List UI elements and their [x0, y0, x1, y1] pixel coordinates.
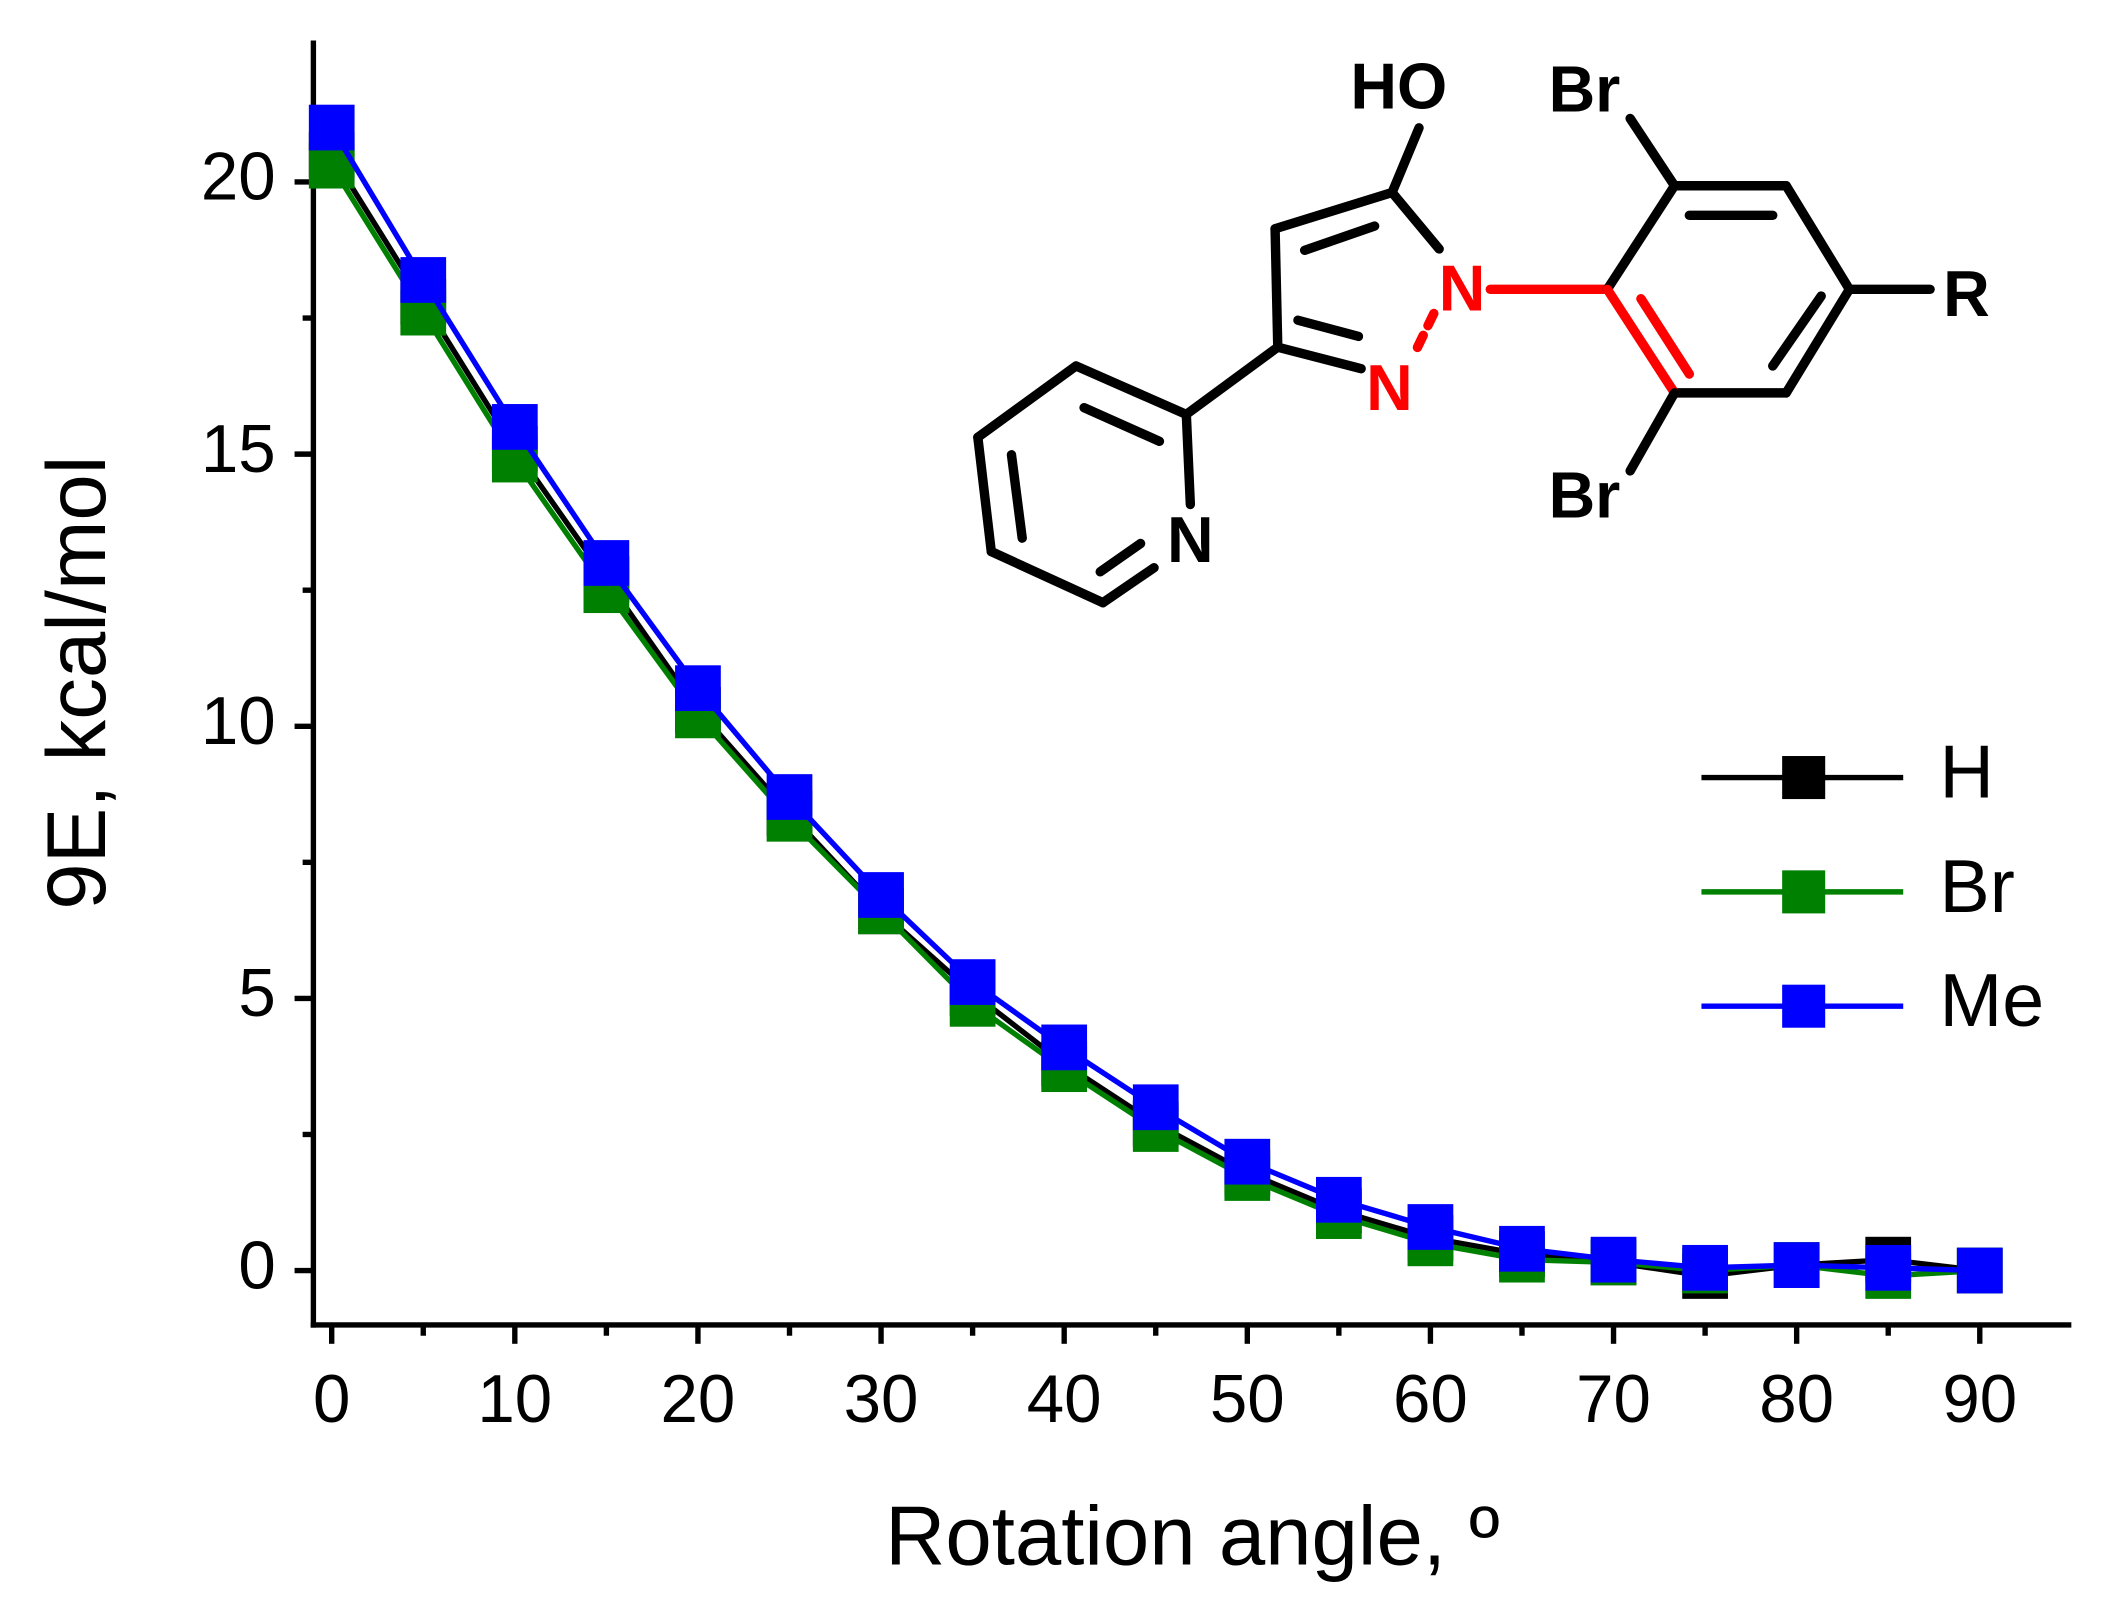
x-tick-label: 70: [1576, 1362, 1651, 1437]
bond: [1299, 221, 1380, 256]
bond: [1098, 563, 1159, 608]
marker: [1773, 1242, 1820, 1288]
x-tick-label: 90: [1942, 1362, 2017, 1437]
legend-marker: [1782, 870, 1826, 914]
y-tick-label: 20: [201, 140, 276, 215]
x-tick-label: 20: [661, 1362, 736, 1437]
y-tick-label: 0: [238, 1228, 275, 1303]
atom-label: Br: [1549, 460, 1621, 532]
marker: [1224, 1138, 1271, 1185]
atom-label: N: [1167, 504, 1214, 576]
bond: [1768, 291, 1826, 371]
y-axis-title: 9E, kcal/mol: [30, 456, 123, 910]
bond: [1602, 284, 1680, 398]
bond: [1181, 342, 1283, 420]
marker: [1407, 1204, 1454, 1250]
bond: [1006, 450, 1027, 543]
y-tick-label: 5: [238, 956, 275, 1031]
marker: [1132, 1084, 1179, 1131]
marker: [1682, 1244, 1728, 1291]
bond: [1625, 388, 1680, 476]
bond: [1781, 181, 1855, 295]
bond: [1270, 224, 1283, 352]
atom-label: HO: [1350, 51, 1447, 123]
marker: [1590, 1236, 1637, 1283]
bond: [986, 546, 1108, 608]
bond: [1410, 308, 1439, 358]
marker: [858, 872, 904, 918]
atom-label: Br: [1549, 53, 1621, 125]
marker: [1041, 1024, 1088, 1071]
bond: [1071, 361, 1192, 420]
bond: [973, 361, 1081, 442]
marker: [949, 959, 996, 1005]
x-tick-label: 60: [1393, 1362, 1468, 1437]
x-tick-label: 30: [844, 1362, 919, 1437]
bond: [1781, 284, 1855, 398]
bond: [1270, 187, 1397, 234]
bond: [1293, 315, 1364, 342]
x-axis-title: Rotation angle, º: [885, 1489, 1499, 1582]
y-tick-label: 10: [201, 684, 276, 759]
bond: [1636, 294, 1695, 379]
x-tick-label: 50: [1210, 1362, 1285, 1437]
atom-label: N: [1439, 252, 1486, 324]
legend-marker: [1782, 756, 1826, 800]
bond: [1181, 409, 1196, 510]
marker: [308, 104, 355, 151]
bond: [1602, 181, 1680, 295]
marker: [1865, 1244, 1912, 1291]
marker: [675, 665, 721, 712]
bond: [1387, 187, 1444, 254]
x-tick-label: 10: [477, 1362, 552, 1437]
legend-label: Me: [1940, 958, 2045, 1042]
marker: [1499, 1225, 1545, 1272]
marker: [1315, 1176, 1362, 1223]
x-tick-label: 40: [1027, 1362, 1102, 1437]
bond: [1625, 113, 1680, 191]
bond: [1095, 538, 1146, 577]
legend-label: Br: [1940, 844, 2015, 928]
bond: [973, 432, 996, 557]
marker: [400, 257, 447, 303]
atom-label: N: [1366, 352, 1413, 424]
y-tick-label: 15: [201, 412, 276, 487]
legend-label: H: [1940, 729, 1994, 813]
bond: [1273, 342, 1366, 374]
bond: [1387, 123, 1424, 198]
marker: [1956, 1247, 2003, 1294]
marker: [583, 540, 630, 586]
atom-label: R: [1943, 258, 1990, 330]
x-tick-label: 0: [313, 1362, 350, 1437]
marker: [766, 774, 813, 820]
legend-marker: [1782, 984, 1826, 1028]
bond: [1079, 402, 1165, 446]
structure: HO Br Br N N N R: [973, 51, 1990, 608]
x-tick-label: 80: [1759, 1362, 1834, 1437]
marker: [491, 404, 538, 450]
